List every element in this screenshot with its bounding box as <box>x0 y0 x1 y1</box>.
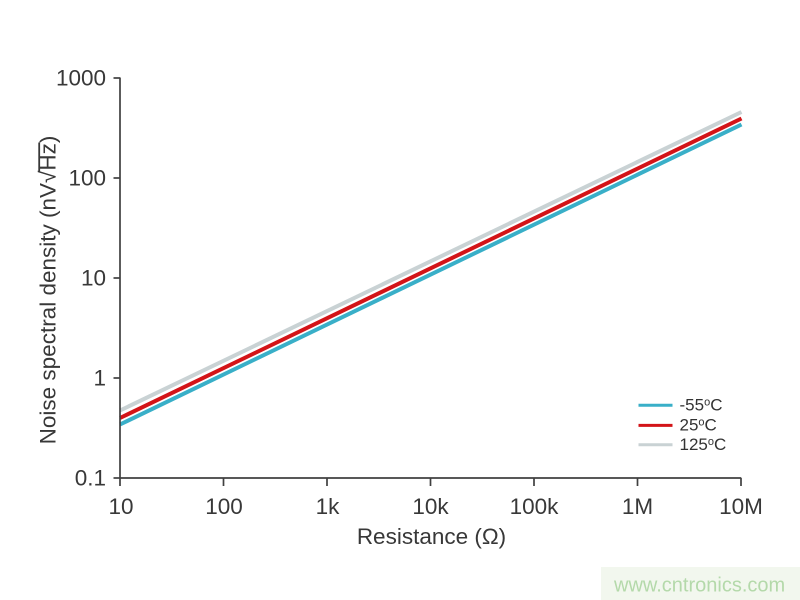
svg-text:10: 10 <box>81 266 106 291</box>
svg-text:1: 1 <box>93 366 106 391</box>
svg-text:-55oC: -55oC <box>680 396 723 415</box>
svg-text:Resistance (Ω): Resistance (Ω) <box>357 524 506 549</box>
svg-text:100: 100 <box>205 494 243 519</box>
svg-text:10k: 10k <box>412 494 449 519</box>
svg-text:0.1: 0.1 <box>75 466 106 491</box>
svg-text:125oC: 125oC <box>680 435 727 454</box>
svg-text:100: 100 <box>68 166 106 191</box>
svg-text:1k: 1k <box>316 494 341 519</box>
svg-text:25oC: 25oC <box>680 416 717 435</box>
svg-text:www.cntronics.com: www.cntronics.com <box>613 575 785 597</box>
svg-text:Noise spectral density (nV√Hz): Noise spectral density (nV√Hz) <box>36 136 61 445</box>
svg-text:10M: 10M <box>719 494 763 519</box>
svg-text:1000: 1000 <box>56 66 106 91</box>
svg-text:10: 10 <box>108 494 133 519</box>
svg-text:1M: 1M <box>622 494 653 519</box>
svg-text:100k: 100k <box>510 494 560 519</box>
